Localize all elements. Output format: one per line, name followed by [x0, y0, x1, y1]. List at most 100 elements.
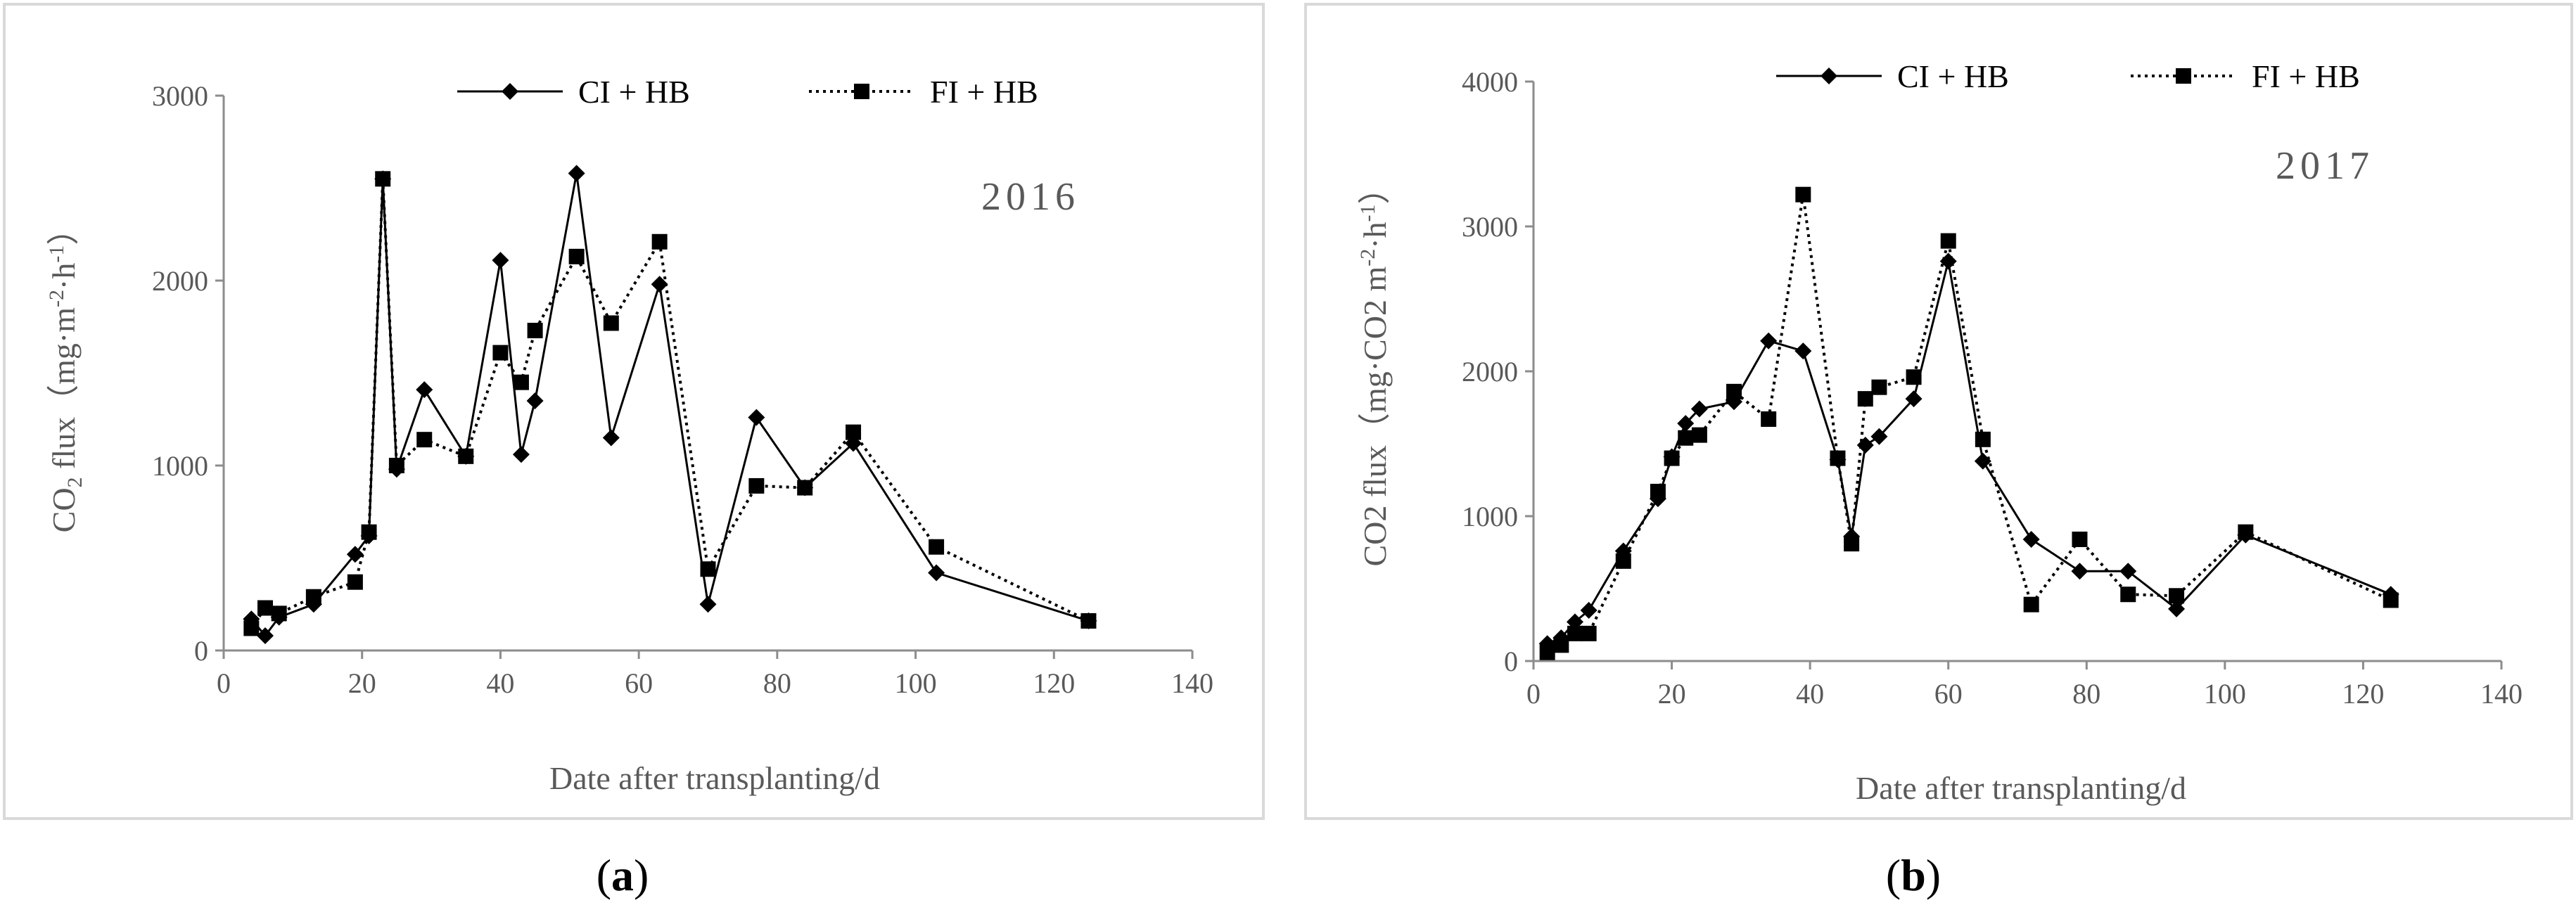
data-point-fi-hb [1553, 637, 1569, 653]
data-point-fi-hb [1940, 233, 1956, 249]
panel-label-close: ) [634, 850, 649, 900]
data-point-fi-hb [305, 589, 321, 605]
data-point-fi-hb [1906, 369, 1922, 385]
data-point-fi-hb [2072, 531, 2088, 547]
x-tick-label: 140 [2480, 678, 2523, 710]
x-axis-title: Date after transplanting/d [549, 760, 880, 796]
data-point-ci-hb [2168, 600, 2186, 617]
data-point-fi-hb [271, 605, 287, 622]
y-axis-title-prefix: CO2 flux（mg·CO2 m [1357, 267, 1393, 567]
data-point-ci-hb [1794, 342, 1812, 360]
data-point-fi-hb [1844, 536, 1860, 552]
data-point-ci-hb [1870, 428, 1888, 445]
x-tick-label: 0 [1526, 678, 1541, 710]
data-point-fi-hb [1857, 391, 1873, 407]
x-tick-label: 80 [763, 667, 791, 699]
data-point-fi-hb [929, 539, 945, 555]
data-point-fi-hb [416, 432, 433, 448]
data-point-ci-hb [602, 429, 620, 447]
data-point-fi-hb [1830, 450, 1846, 466]
data-point-ci-hb [1760, 332, 1778, 350]
data-point-fi-hb [1795, 186, 1811, 203]
x-tick-label: 120 [1033, 667, 1075, 699]
y-axis-title-sup-2: -1 [1356, 204, 1379, 222]
y-axis-title-suffix: ） [1357, 172, 1393, 204]
legend-marker-ci-hb [502, 83, 518, 100]
x-tick-label: 100 [2204, 678, 2246, 710]
legend: CI + HB FI + HB [457, 74, 1038, 110]
x-tick-label: 40 [486, 667, 514, 699]
data-point-ci-hb [568, 165, 585, 182]
x-tick-label: 140 [1171, 667, 1213, 699]
y-axis-title-subscript: 2 [63, 477, 87, 487]
data-point-fi-hb [1691, 427, 1707, 443]
year-annotation: 2016 [981, 175, 1080, 219]
data-point-ci-hb [1974, 452, 1991, 470]
data-point-fi-hb [1650, 483, 1666, 499]
y-axis-title-dot: ·h [46, 263, 82, 290]
y-tick-label: 2000 [152, 265, 208, 297]
data-point-fi-hb [2383, 592, 2399, 608]
data-point-fi-hb [1975, 431, 1991, 447]
data-point-fi-hb [700, 561, 716, 577]
data-point-ci-hb [1905, 390, 1923, 408]
x-tick-label: 80 [2072, 678, 2100, 710]
legend: CI + HB FI + HB [1776, 58, 2360, 94]
data-point-fi-hb [513, 374, 529, 390]
axes: 0 1000 2000 3000 4000 0 20 40 60 80 100 120 140 [1462, 66, 2523, 710]
y-tick-label: 1000 [1462, 501, 1518, 532]
data-point-ci-hb [2022, 530, 2040, 548]
data-point-fi-hb [846, 424, 862, 440]
data-point-fi-hb [1080, 613, 1097, 629]
data-point-ci-hb [526, 392, 544, 409]
panel-label-letter: a [611, 850, 634, 900]
data-point-fi-hb [2238, 524, 2254, 540]
panel-label-open: ( [597, 850, 611, 900]
data-point-ci-hb [1580, 601, 1598, 619]
chart-panel-a: 0 1000 2000 3000 0 20 40 60 80 100 120 140 CI + HB F… [3, 3, 1265, 900]
data-point-fi-hb [492, 345, 509, 361]
chart-panel-b: 0 1000 2000 3000 4000 0 20 40 60 80 100 120 140 CI +… [1304, 3, 2573, 900]
y-axis-title-middle: flux（mg·m [46, 307, 82, 477]
y-tick-label: 1000 [152, 450, 208, 482]
data-point-fi-hb [375, 171, 391, 187]
data-point-ci-hb [699, 596, 717, 613]
panel-label: (b) [1886, 850, 1941, 900]
y-tick-label: 2000 [1462, 356, 1518, 387]
y-axis-title-sup-1: -2 [1356, 249, 1379, 267]
data-point-fi-hb [361, 524, 377, 540]
legend-label-ci-hb: CI + HB [578, 74, 690, 110]
series-line-fi-hb [250, 179, 1090, 629]
chart-frame [1304, 3, 2573, 820]
axes: 0 1000 2000 3000 0 20 40 60 80 100 120 140 [152, 80, 1213, 699]
data-point-fi-hb [748, 477, 765, 494]
data-point-fi-hb [2120, 586, 2136, 603]
y-axis-title-dot: ·h [1357, 222, 1393, 248]
data-point-fi-hb [347, 574, 363, 590]
panel-label-open: ( [1886, 850, 1901, 900]
data-point-fi-hb [1615, 553, 1631, 569]
data-point-ci-hb [346, 546, 364, 563]
x-tick-label: 60 [625, 667, 653, 699]
y-tick-label: 0 [1504, 646, 1518, 677]
y-axis-title-prefix: CO [46, 487, 82, 532]
data-point-fi-hb [2023, 596, 2039, 613]
data-point-fi-hb [1726, 383, 1742, 399]
data-point-ci-hb [651, 276, 668, 293]
x-tick-label: 20 [348, 667, 376, 699]
x-tick-label: 20 [1658, 678, 1686, 710]
legend-marker-fi-hb [854, 84, 869, 99]
y-tick-label: 3000 [1462, 211, 1518, 243]
data-point-fi-hb [257, 600, 274, 616]
panel-label: (a) [597, 850, 649, 900]
data-point-fi-hb [1567, 625, 1583, 641]
legend-label-ci-hb: CI + HB [1897, 58, 2009, 94]
data-point-fi-hb [1539, 644, 1555, 660]
y-tick-label: 0 [194, 635, 208, 667]
data-point-fi-hb [1581, 625, 1597, 641]
data-point-ci-hb [416, 381, 433, 399]
series-marks [1538, 186, 2399, 660]
y-axis-title-sup-2: -1 [45, 245, 68, 263]
year-annotation: 2017 [2276, 144, 2374, 188]
data-point-fi-hb [458, 448, 474, 464]
